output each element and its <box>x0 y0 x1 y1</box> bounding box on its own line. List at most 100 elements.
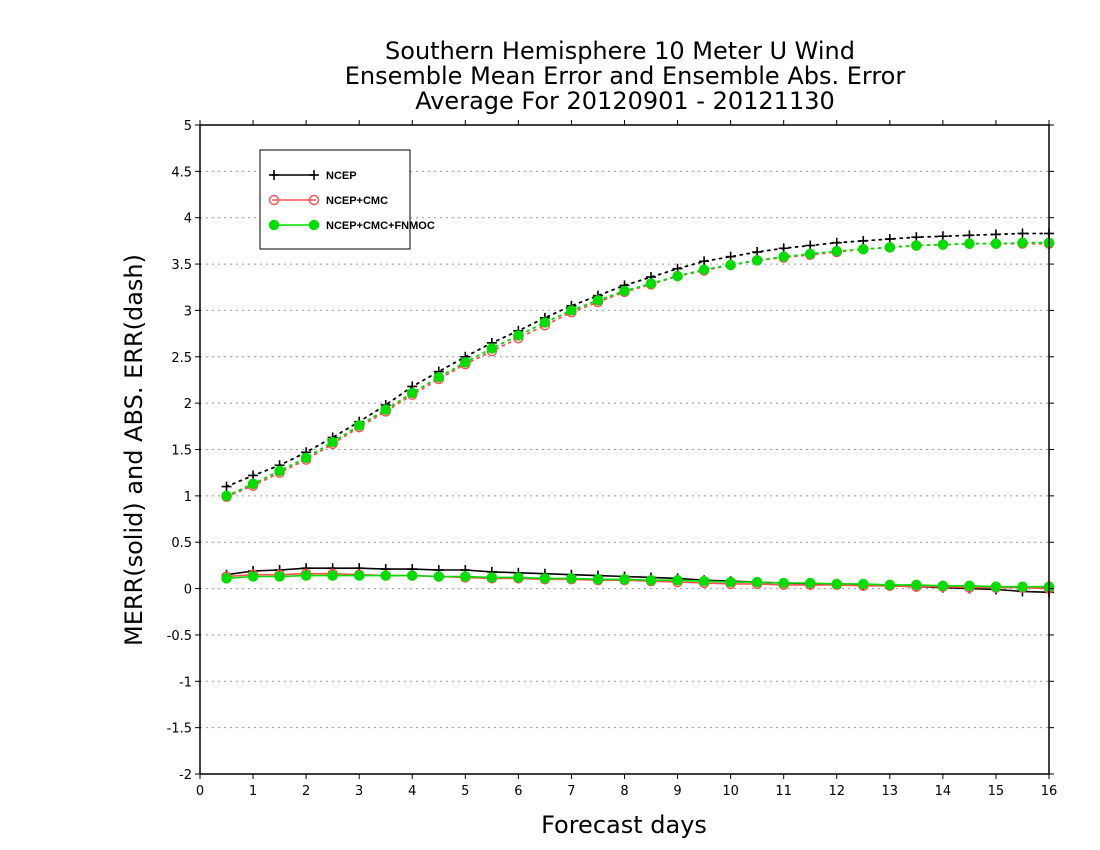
point-merr <box>778 577 789 589</box>
legend-item-1: NCEP+CMC <box>268 194 388 207</box>
point-abs-err <box>247 478 259 490</box>
series-line-abs-err <box>225 242 1050 498</box>
legend-item-0: NCEP <box>269 170 357 182</box>
x-tick-label: 6 <box>514 784 522 799</box>
point-abs-err <box>460 357 471 368</box>
point-merr <box>698 575 710 587</box>
point-abs-err <box>566 305 577 316</box>
point-merr <box>407 570 418 581</box>
point-abs-err <box>353 420 365 431</box>
point-abs-err <box>831 245 842 257</box>
point-merr <box>1017 581 1028 592</box>
x-tick-label: 10 <box>722 784 739 799</box>
point-abs-err <box>221 490 232 502</box>
title-line-2: Ensemble Mean Error and Ensemble Abs. Er… <box>345 62 906 90</box>
point-abs-err <box>964 238 975 249</box>
point-abs-err <box>300 452 312 464</box>
x-tick-label: 4 <box>408 784 416 799</box>
point-abs-err <box>858 243 869 255</box>
legend-marker <box>308 194 320 206</box>
point-merr <box>884 579 896 591</box>
x-tick-label: 0 <box>196 784 204 799</box>
series-line-abs-err <box>225 241 1050 497</box>
x-tick-label: 14 <box>935 784 952 799</box>
point-merr <box>619 574 630 585</box>
series-layer <box>221 228 1055 598</box>
point-merr <box>274 571 285 582</box>
point-abs-err <box>619 285 630 297</box>
y-axis-label: MERR(solid) and ABS. ERR(dash) <box>120 254 148 646</box>
point-abs-err <box>1017 237 1028 248</box>
x-tick-label: 11 <box>775 784 792 799</box>
point-merr <box>858 578 869 590</box>
y-tick-label: 0.5 <box>171 536 192 551</box>
series-2 <box>221 237 1055 592</box>
series-0 <box>221 228 1054 598</box>
x-axis-label: Forecast days <box>541 811 707 839</box>
point-merr <box>751 576 763 588</box>
point-abs-err <box>672 270 683 282</box>
y-tick-label: 0 <box>184 583 192 598</box>
y-tick-label: 3.5 <box>171 258 192 273</box>
point-abs-err <box>433 371 445 383</box>
legend-marker <box>268 194 280 206</box>
point-abs-err <box>937 239 949 250</box>
x-tick-label: 13 <box>882 784 899 799</box>
point-merr <box>300 570 312 581</box>
x-tick-label: 15 <box>988 784 1005 799</box>
title-line-1: Southern Hemisphere 10 Meter U Wind <box>385 37 855 65</box>
point-abs-err <box>911 240 922 251</box>
point-abs-err <box>884 242 896 253</box>
point-abs-err <box>513 330 524 341</box>
legend-label: NCEP+CMC+FNMOC <box>326 220 435 232</box>
y-tick-label: -1 <box>179 675 192 690</box>
legend: NCEP NCEP+CMC NCEP+CMC+FNMOC <box>259 149 435 250</box>
point-abs-err <box>380 404 391 415</box>
y-tick-label: -0.5 <box>167 629 192 644</box>
y-tick-label: 3 <box>184 304 192 319</box>
legend-marker <box>309 170 319 180</box>
legend-label: NCEP <box>326 170 357 182</box>
point-abs-err <box>221 481 232 492</box>
y-tick-label: 1 <box>184 490 192 505</box>
point-merr <box>592 574 604 585</box>
series-line-abs-err <box>225 232 1050 488</box>
point-merr <box>380 570 391 581</box>
y-tick-label: 5 <box>184 119 192 134</box>
x-tick-label: 1 <box>249 784 257 799</box>
chart-title: Southern Hemisphere 10 Meter U Wind Ense… <box>345 37 906 115</box>
point-abs-err <box>274 465 285 477</box>
point-merr <box>539 573 551 584</box>
x-tick-label: 5 <box>461 784 469 799</box>
series-1 <box>221 238 1055 594</box>
x-tick-label: 9 <box>673 784 681 799</box>
legend-marker <box>269 170 279 180</box>
y-tick-label: -1.5 <box>167 722 192 737</box>
point-abs-err <box>804 248 816 260</box>
legend-label: NCEP+CMC <box>326 195 388 207</box>
point-merr <box>353 570 365 581</box>
title-line-3: Average For 20120901 - 20121130 <box>415 87 835 115</box>
point-abs-err <box>698 264 710 275</box>
point-abs-err <box>327 436 338 448</box>
point-abs-err <box>539 317 551 328</box>
y-tick-label: 2.5 <box>171 351 192 366</box>
legend-marker <box>268 219 280 231</box>
point-merr <box>486 572 498 583</box>
point-merr <box>964 580 975 592</box>
point-merr <box>460 571 471 582</box>
legend-marker <box>308 219 320 231</box>
point-abs-err <box>486 343 498 354</box>
point-abs-err <box>725 259 736 271</box>
point-abs-err <box>592 294 604 306</box>
gridlines <box>200 170 1049 729</box>
y-tick-label: 1.5 <box>171 444 192 459</box>
point-merr <box>221 573 232 584</box>
y-tick-label: 4.5 <box>171 165 192 180</box>
legend-item-2: NCEP+CMC+FNMOC <box>268 219 435 232</box>
x-tick-label: 2 <box>302 784 310 799</box>
y-tick-label: 4 <box>184 212 192 227</box>
point-merr <box>566 573 577 584</box>
y-tick-label: 2 <box>184 397 192 412</box>
